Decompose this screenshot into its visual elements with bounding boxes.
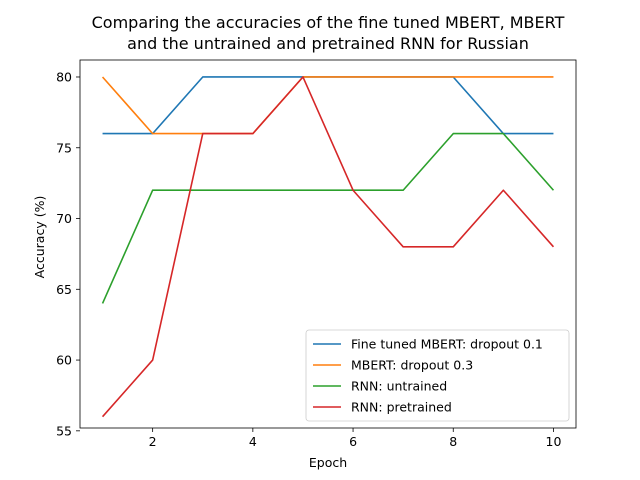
legend-label-1: Fine tuned MBERT: dropout 0.1 bbox=[351, 337, 543, 352]
legend-label-3: RNN: untrained bbox=[351, 379, 447, 394]
legend: Fine tuned MBERT: dropout 0.1 MBERT: drop… bbox=[305, 329, 570, 422]
chart-title-line-2: and the untrained and pretrained RNN for… bbox=[127, 34, 529, 53]
x-tick-label: 10 bbox=[546, 434, 562, 449]
series-lines bbox=[101, 76, 555, 418]
plot-frame bbox=[79, 59, 577, 429]
x-tick-label: 8 bbox=[449, 434, 457, 449]
y-tick-label: 65 bbox=[56, 282, 72, 297]
y-tick-label: 55 bbox=[56, 423, 72, 438]
x-tick-label: 4 bbox=[249, 434, 257, 449]
series-line-3 bbox=[101, 132, 555, 304]
y-axis: 55 60 65 70 75 80 bbox=[56, 69, 80, 438]
legend-box bbox=[305, 329, 570, 422]
y-tick-label: 80 bbox=[56, 69, 72, 84]
x-tick-label: 2 bbox=[149, 434, 157, 449]
x-axis: 2 4 6 8 10 bbox=[149, 428, 562, 449]
legend-label-4: RNN: pretrained bbox=[351, 400, 452, 415]
x-axis-label: Epoch bbox=[309, 455, 347, 470]
chart-title-line-1: Comparing the accuracies of the fine tun… bbox=[92, 13, 565, 32]
y-tick-label: 60 bbox=[56, 353, 72, 368]
y-axis-label: Accuracy (%) bbox=[32, 196, 47, 279]
y-tick-label: 75 bbox=[56, 140, 72, 155]
y-tick-label: 70 bbox=[56, 211, 72, 226]
x-tick-label: 6 bbox=[349, 434, 357, 449]
series-line-2 bbox=[101, 76, 554, 135]
series-line-4 bbox=[101, 76, 555, 418]
legend-label-2: MBERT: dropout 0.3 bbox=[351, 358, 473, 373]
